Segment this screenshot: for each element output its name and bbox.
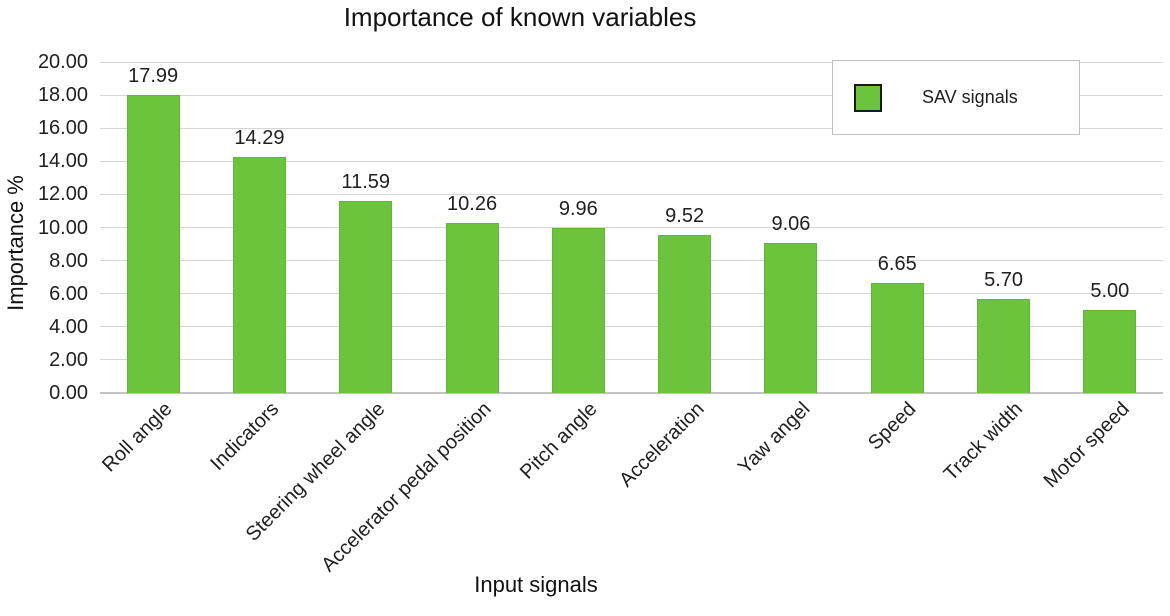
bar: [232, 156, 286, 393]
y-tick-label: 20.00: [37, 51, 88, 73]
y-tick-label: 10.00: [37, 216, 88, 239]
gridline: [100, 260, 1163, 262]
chart-title: Importance of known variables: [343, 2, 697, 32]
x-tick-label: Acceleration: [614, 398, 709, 492]
gridline: [100, 160, 1163, 162]
gridline: [100, 94, 1163, 96]
x-tick-label: Roll angle: [98, 398, 177, 477]
legend-box: SAV signals: [832, 60, 1080, 135]
gridline: [100, 61, 1163, 63]
plot-area: [100, 61, 1163, 394]
bar: [870, 282, 924, 393]
gridline: [100, 326, 1163, 328]
x-tick-label: Speed: [864, 398, 921, 455]
bar-value-label: 11.59: [341, 171, 391, 194]
x-tick-label: Indicators: [206, 398, 284, 475]
y-tick-label: 4.00: [49, 315, 88, 338]
y-tick-label: 0.00: [49, 382, 88, 404]
x-axis-title: Input signals: [474, 572, 598, 597]
y-tick-label: 14.00: [37, 150, 88, 173]
gridline: [100, 392, 1163, 394]
legend-color-swatch: [854, 83, 882, 112]
legend-series-label: SAV signals: [922, 87, 1018, 107]
bar: [126, 95, 180, 393]
bar: [764, 243, 818, 393]
bar-value-label: 10.26: [447, 193, 498, 216]
gridline: [100, 127, 1163, 129]
bar: [1083, 310, 1137, 393]
x-tick-label: Pitch angle: [516, 398, 602, 484]
bar: [977, 298, 1031, 393]
y-tick-label: 2.00: [49, 348, 88, 371]
gridline: [100, 227, 1163, 228]
gridline: [100, 293, 1163, 295]
gridline: [100, 359, 1163, 361]
bar: [658, 235, 712, 393]
bar-value-label: 9.06: [771, 213, 811, 236]
y-tick-label: 16.00: [37, 117, 88, 140]
x-tick-label: Yaw angel: [733, 398, 815, 479]
bar-value-label: 5.00: [1090, 280, 1130, 303]
bar-value-label: 5.70: [984, 268, 1024, 291]
y-tick-label: 8.00: [49, 249, 88, 272]
bar-value-label: 9.52: [665, 205, 705, 228]
bar-value-label: 17.99: [128, 65, 179, 88]
y-tick-label: 18.00: [37, 84, 88, 107]
bar-value-label: 14.29: [234, 126, 285, 149]
x-tick-label: Accelerator pedal position: [317, 398, 496, 577]
x-tick-label: Track width: [939, 398, 1028, 486]
bar: [339, 201, 393, 393]
x-tick-label: Motor speed: [1039, 398, 1134, 493]
bar: [445, 223, 499, 393]
gridline: [100, 193, 1163, 195]
bar: [551, 228, 605, 393]
bar-value-label: 9.96: [558, 198, 598, 221]
bar-value-label: 6.65: [877, 252, 917, 275]
y-tick-label: 12.00: [37, 183, 88, 206]
y-tick-label: 6.00: [49, 282, 88, 305]
